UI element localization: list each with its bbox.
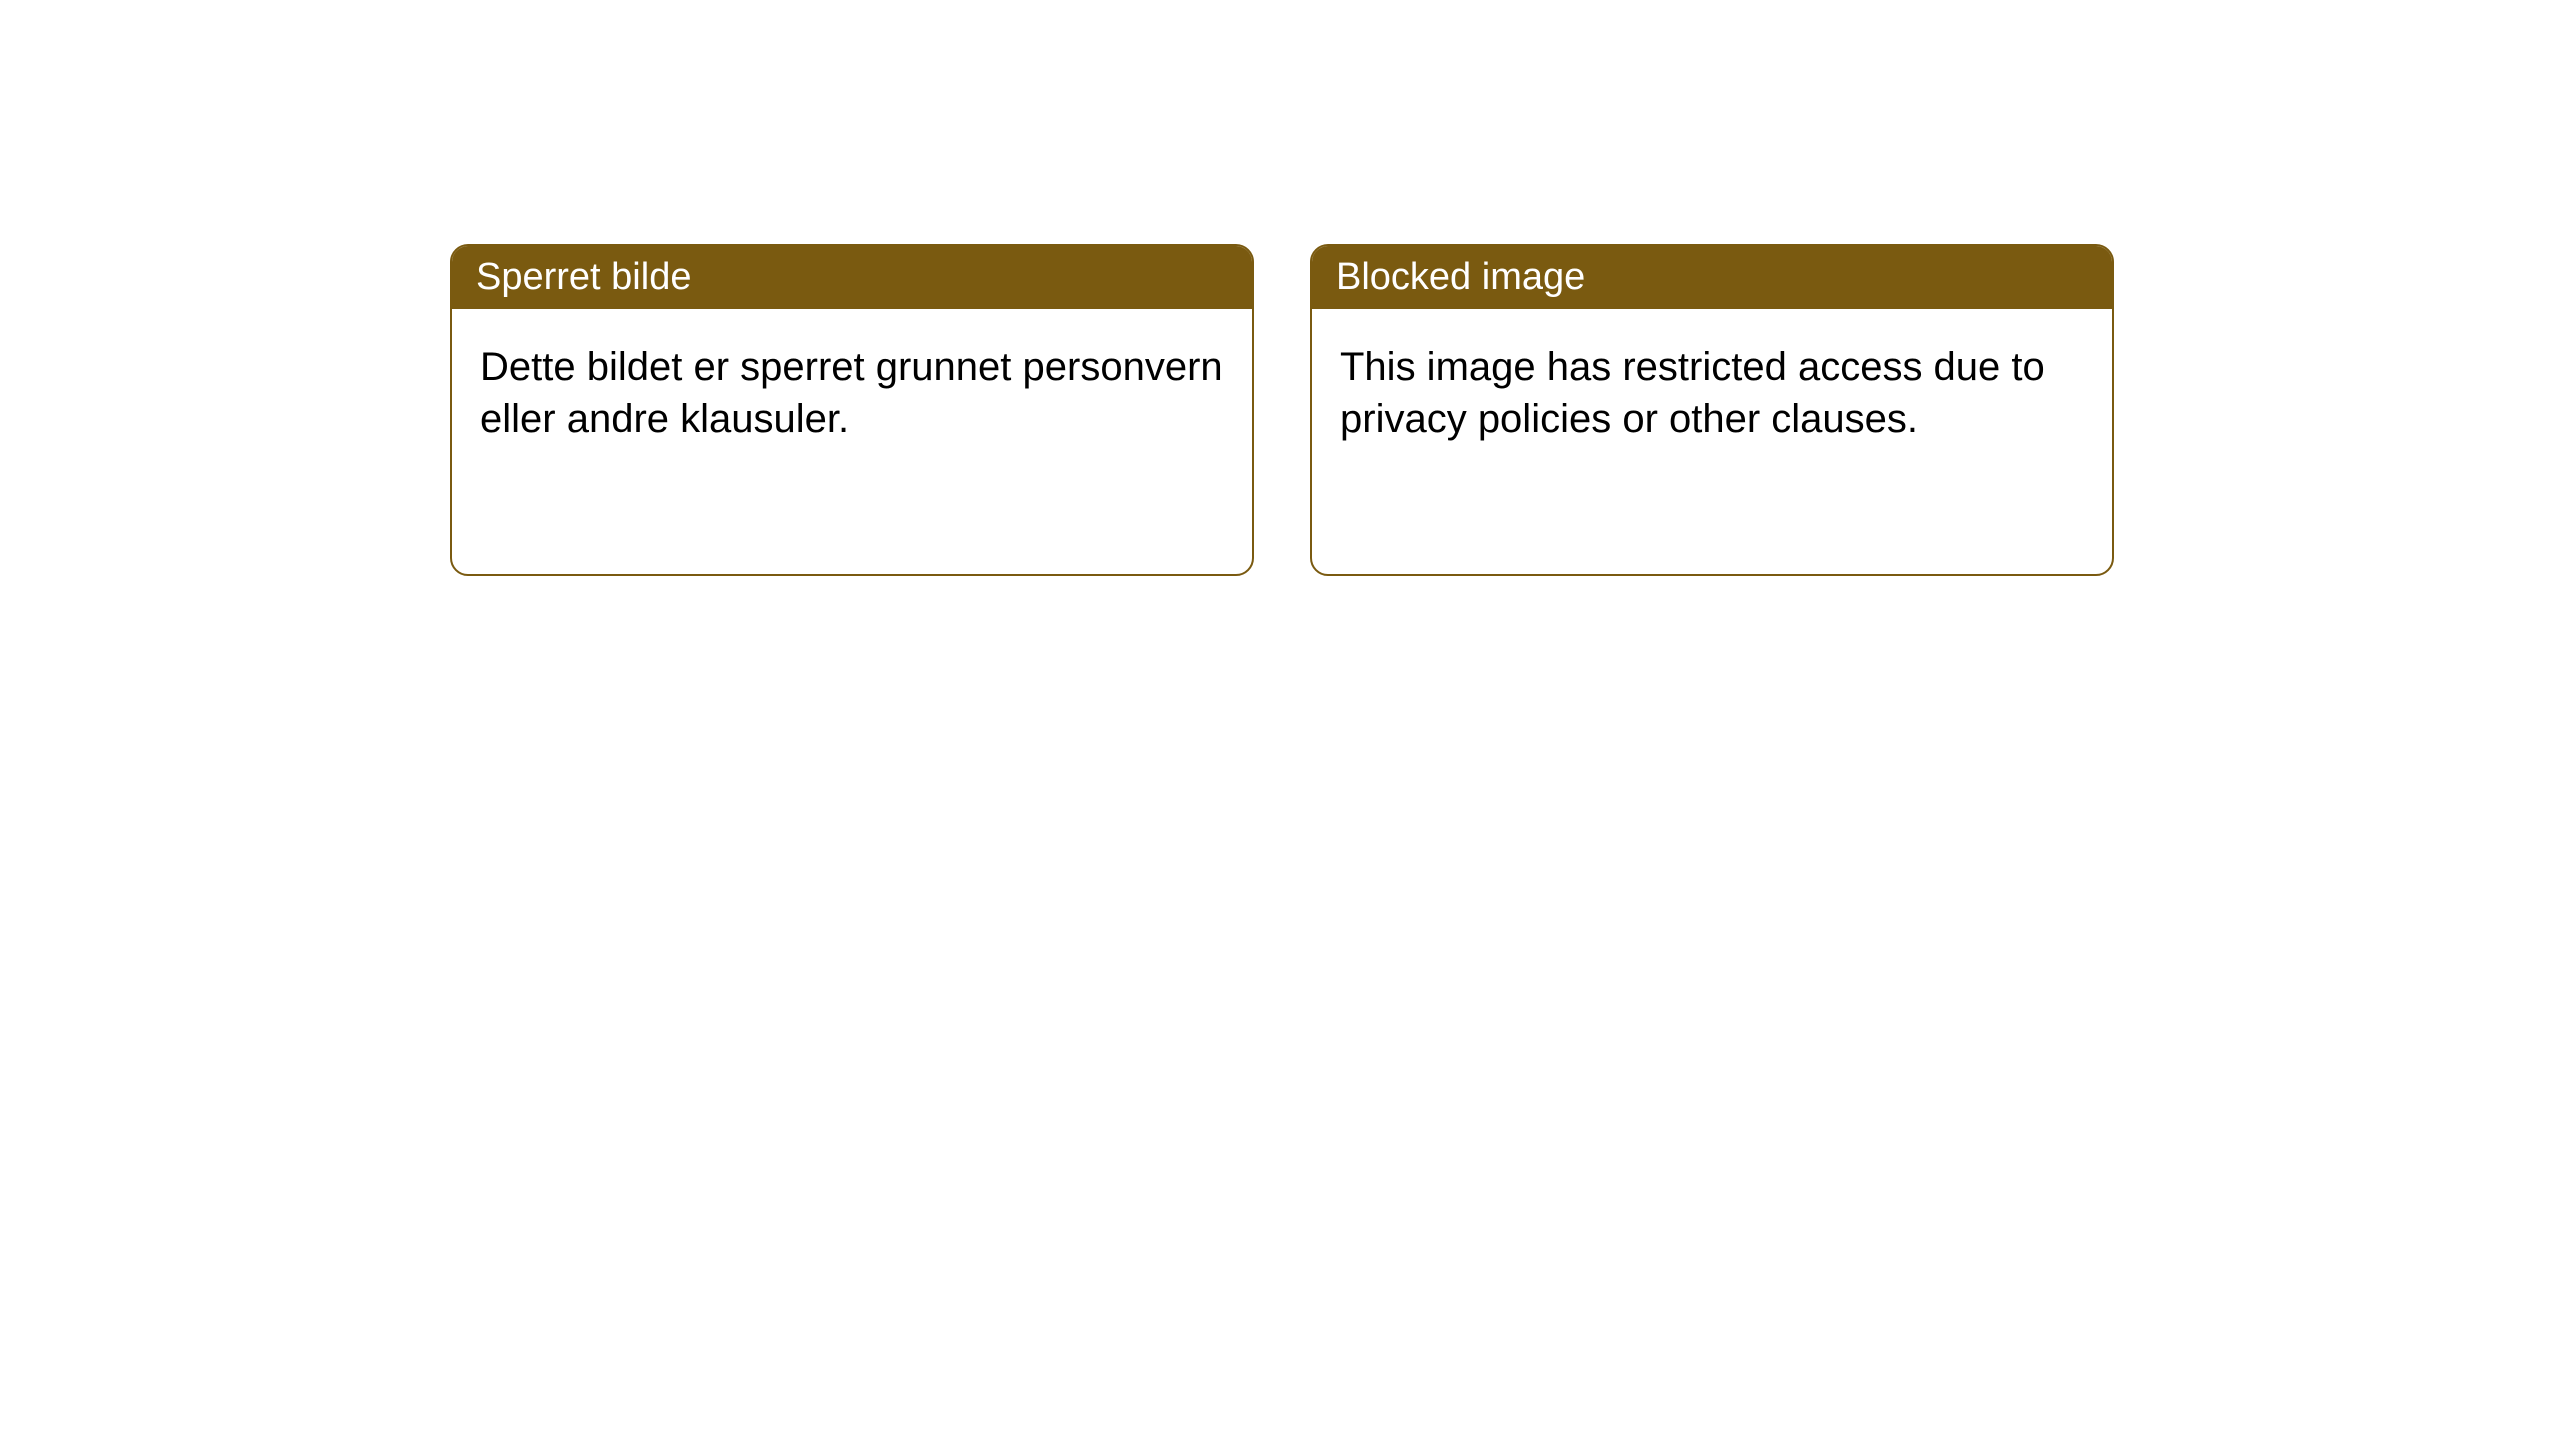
- notice-body: Dette bildet er sperret grunnet personve…: [452, 309, 1252, 477]
- notice-card-english: Blocked image This image has restricted …: [1310, 244, 2114, 576]
- notice-body: This image has restricted access due to …: [1312, 309, 2112, 477]
- notice-container: Sperret bilde Dette bildet er sperret gr…: [0, 0, 2560, 576]
- notice-header: Blocked image: [1312, 246, 2112, 309]
- notice-card-norwegian: Sperret bilde Dette bildet er sperret gr…: [450, 244, 1254, 576]
- notice-header: Sperret bilde: [452, 246, 1252, 309]
